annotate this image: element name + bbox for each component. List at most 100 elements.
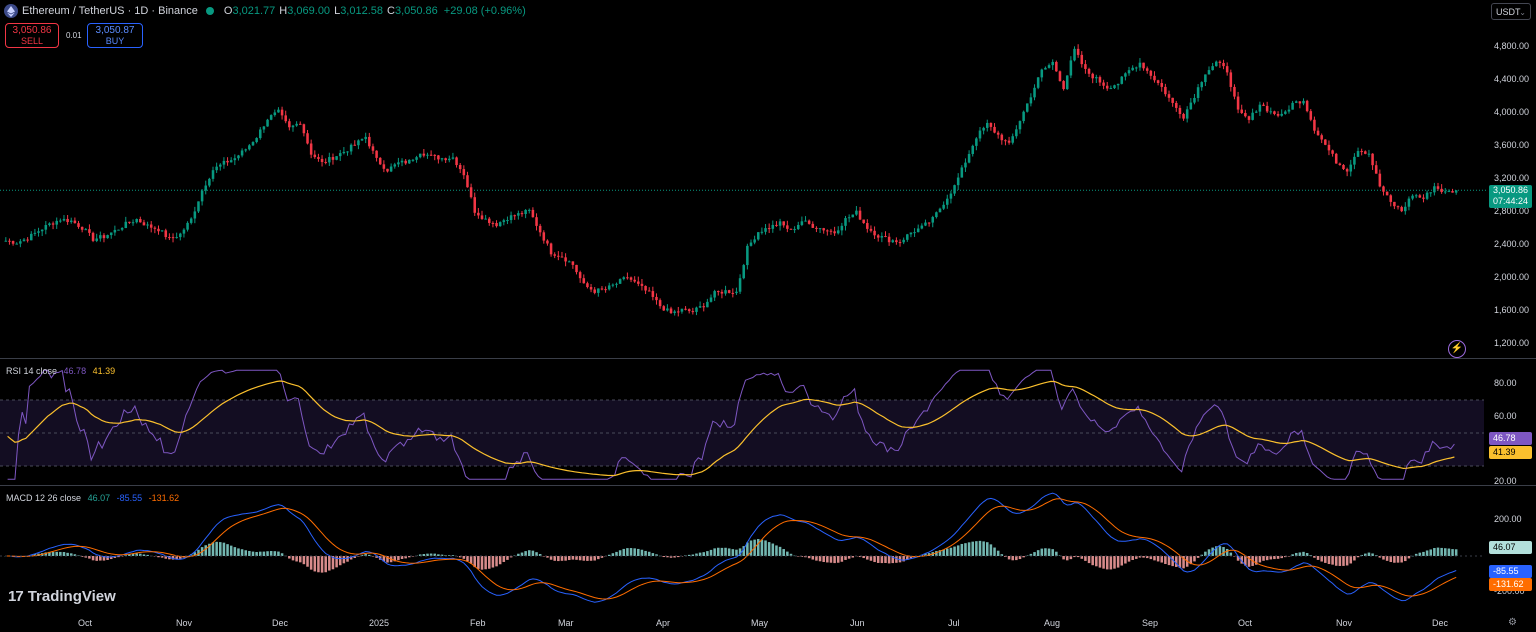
candle-body xyxy=(1007,140,1011,143)
macd-histogram-bar xyxy=(55,551,58,556)
candle-body xyxy=(600,288,604,290)
rsi-axis-label: 80.00 xyxy=(1494,378,1517,388)
candle-body xyxy=(200,190,204,202)
candle-body xyxy=(749,242,753,246)
macd-histogram-bar xyxy=(1385,556,1389,561)
macd-histogram-bar xyxy=(62,552,66,556)
macd-histogram-bar xyxy=(876,556,880,563)
candle-body xyxy=(1196,87,1200,98)
tradingview-logo[interactable]: 17 TradingView xyxy=(8,588,116,605)
macd-histogram-bar xyxy=(1225,548,1229,556)
candle-body xyxy=(84,229,88,231)
macd-histogram-bar xyxy=(1131,556,1134,560)
candle-body xyxy=(1269,111,1273,113)
candle-body xyxy=(1371,153,1374,166)
symbol-header[interactable]: Ethereum / TetherUS · 1D · Binance O 3,02… xyxy=(4,2,526,20)
candle-body xyxy=(887,236,891,243)
candle-body xyxy=(1073,48,1076,61)
candle-body xyxy=(244,149,247,151)
macd-histogram-bar xyxy=(51,552,55,556)
macd-histogram-bar xyxy=(1138,556,1142,558)
macd-histogram-bar xyxy=(1349,556,1353,564)
candle-body xyxy=(782,221,785,226)
tradingview-wordmark: TradingView xyxy=(27,588,116,605)
candle-body xyxy=(818,228,822,230)
candle-body xyxy=(1258,104,1262,112)
macd-histogram-bar xyxy=(1320,556,1323,562)
candle-body xyxy=(1236,96,1240,110)
macd-histogram-bar xyxy=(622,548,626,556)
pane-separator[interactable] xyxy=(0,358,1536,359)
sell-button[interactable]: 3,050.86 SELL xyxy=(5,23,59,48)
candle-body xyxy=(876,235,880,238)
macd-histogram-bar xyxy=(146,554,149,556)
macd-histogram-bar xyxy=(633,548,636,556)
macd-histogram-bar xyxy=(498,556,502,565)
candle-body xyxy=(48,223,51,226)
candle-body xyxy=(88,229,91,233)
candle-body xyxy=(415,157,418,160)
lightning-icon[interactable]: ⚡ xyxy=(1448,340,1466,358)
macd-histogram-bar xyxy=(695,553,698,556)
candle-body xyxy=(1247,116,1251,120)
macd-histogram-bar xyxy=(240,549,244,556)
candle-body xyxy=(851,214,855,218)
macd-histogram-bar xyxy=(258,551,262,556)
time-axis-label: Aug xyxy=(1044,618,1061,628)
macd-histogram-bar xyxy=(473,556,477,568)
macd-histogram-bar xyxy=(1411,555,1414,557)
macd-histogram-bar xyxy=(942,549,945,556)
candle-body xyxy=(179,233,182,238)
currency-selector[interactable]: USDT ⌄ xyxy=(1491,3,1531,20)
candle-body xyxy=(597,288,600,293)
candle-body xyxy=(873,230,876,236)
candle-body xyxy=(448,158,451,161)
macd-histogram-bar xyxy=(796,556,800,557)
macd-histogram-bar xyxy=(1378,556,1382,558)
macd-histogram-bar xyxy=(222,542,226,556)
candle-body xyxy=(1302,100,1305,104)
candle-body xyxy=(1254,111,1258,113)
candle-body xyxy=(364,136,367,140)
candle-body xyxy=(804,220,807,222)
macd-histogram-bar xyxy=(749,540,753,556)
candle-body xyxy=(338,153,342,157)
candle-body xyxy=(197,201,200,212)
macd-histogram-bar xyxy=(982,541,985,556)
candle-body xyxy=(295,123,298,126)
time-axis-label: Jul xyxy=(948,618,960,628)
candle-body xyxy=(455,157,458,166)
macd-histogram-bar xyxy=(1429,549,1433,556)
macd-histogram-bar xyxy=(397,556,400,561)
time-axis-label: Mar xyxy=(558,618,574,628)
macd-title: MACD 12 26 close xyxy=(6,493,82,503)
candle-body xyxy=(1364,151,1367,154)
macd-line-value: -85.55 xyxy=(116,493,143,503)
candle-body xyxy=(248,145,251,150)
macd-histogram-bar xyxy=(1454,549,1458,556)
macd-histogram-bar xyxy=(66,552,69,556)
macd-histogram-bar xyxy=(251,551,255,556)
candle-body xyxy=(564,257,567,262)
macd-histogram-bar xyxy=(1364,553,1367,556)
macd-histogram-bar xyxy=(640,549,644,556)
macd-histogram-bar xyxy=(33,554,37,556)
candle-body xyxy=(709,297,713,302)
macd-histogram-bar xyxy=(793,555,796,557)
candle-body xyxy=(717,291,720,293)
time-axis-label: Feb xyxy=(470,618,486,628)
candle-body xyxy=(1065,75,1069,90)
gear-icon[interactable]: ⚙ xyxy=(1508,617,1517,628)
macd-histogram-bar xyxy=(1124,556,1127,564)
price-axis-label: 3,200.00 xyxy=(1494,173,1530,183)
macd-histogram-bar xyxy=(935,551,938,556)
candle-body xyxy=(11,240,15,244)
pane-separator[interactable] xyxy=(0,485,1536,486)
macd-histogram-bar xyxy=(724,547,727,556)
buy-button[interactable]: 3,050.87 BUY xyxy=(87,23,143,48)
macd-histogram-bar xyxy=(1294,552,1298,556)
symbol-title[interactable]: Ethereum / TetherUS · 1D · Binance xyxy=(22,5,198,17)
macd-histogram-bar xyxy=(669,556,673,558)
candle-body xyxy=(1349,164,1353,172)
